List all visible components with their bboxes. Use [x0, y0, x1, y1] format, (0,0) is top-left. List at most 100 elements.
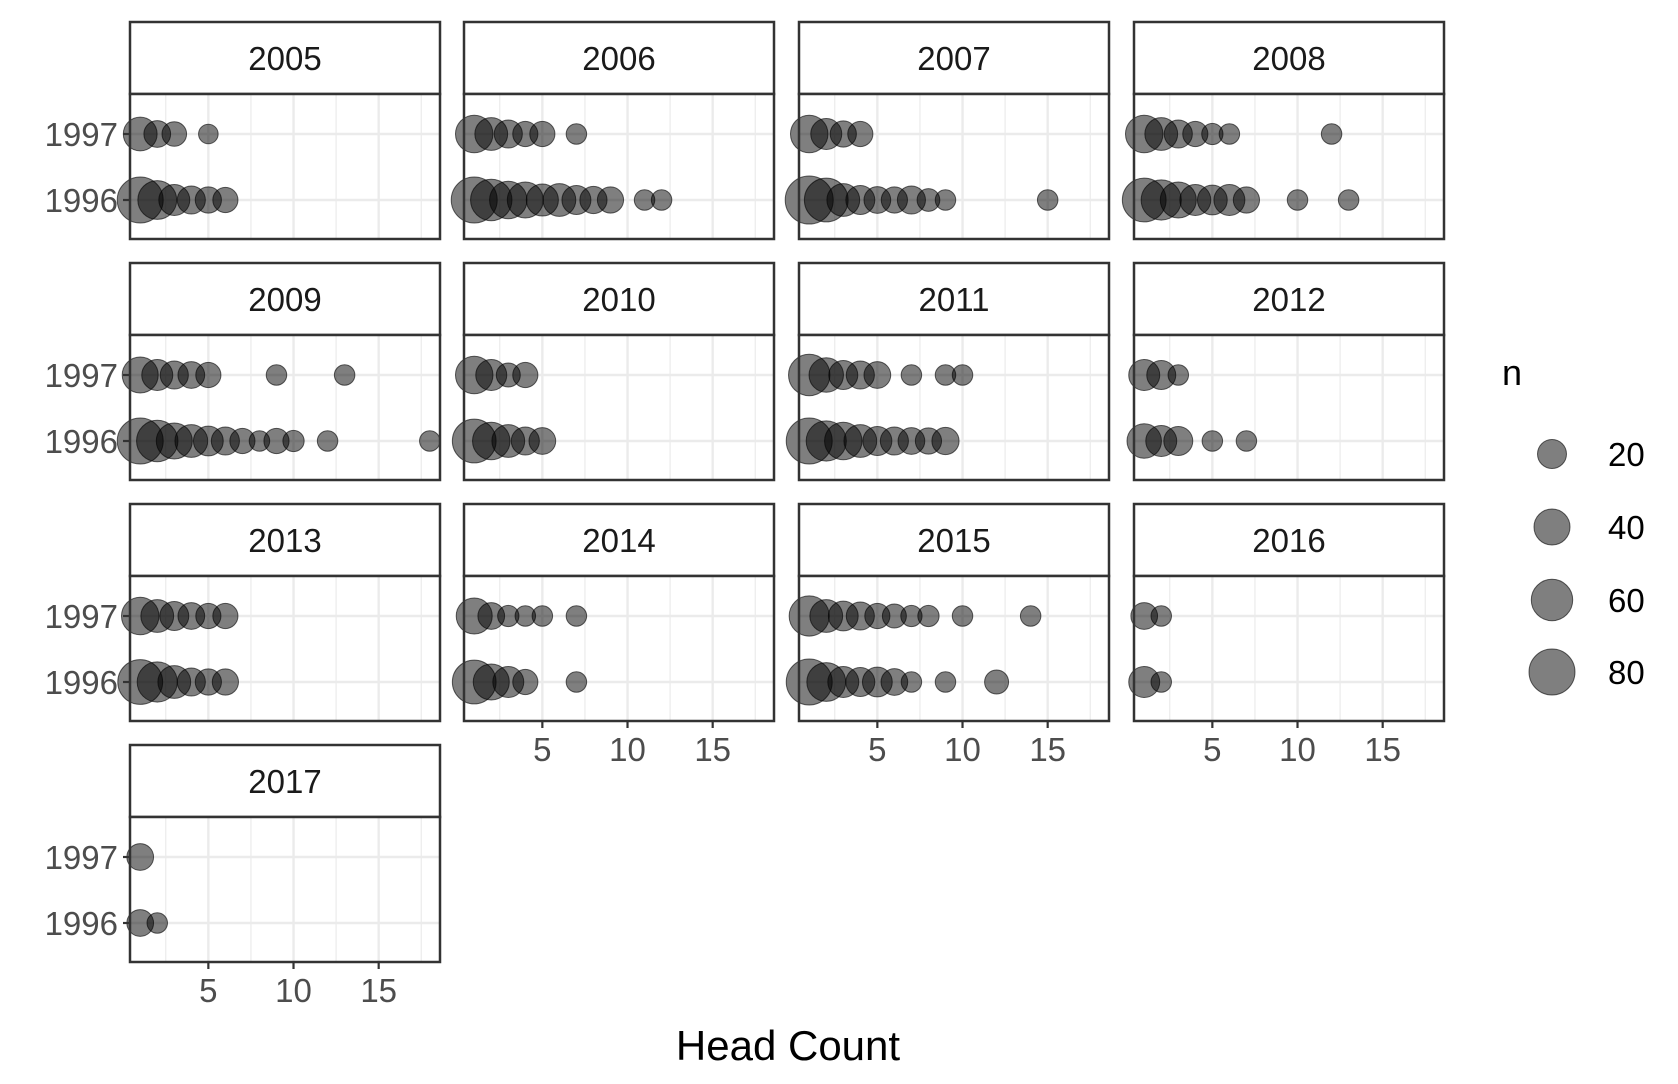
data-point: [211, 668, 239, 696]
facet-panels: 2005 1996 1997 2006 2007 2008 2009 1996 1997 2010…: [45, 20, 1446, 1009]
data-point: [161, 121, 188, 147]
facet-panel-2013: 2013 1996 1997: [45, 502, 442, 723]
data-point: [531, 605, 554, 627]
data-point: [565, 605, 588, 627]
facet-strip-label: 2006: [582, 40, 655, 77]
facet-strip: [1132, 261, 1446, 337]
panel-background: [130, 817, 440, 962]
facet-panel-2005: 2005 1996 1997: [45, 20, 442, 241]
x-tick-label: 15: [1364, 731, 1401, 768]
facet-panel-2014: 2014 5 10 15: [451, 502, 776, 768]
data-point: [529, 120, 556, 148]
points: [116, 356, 441, 465]
facet-strip: [1132, 502, 1446, 578]
panel-background: [799, 94, 1109, 239]
facet-strip: [128, 502, 442, 578]
data-point: [1150, 605, 1172, 627]
facet-strip: [797, 502, 1111, 578]
data-point: [265, 364, 288, 386]
facet-strip: [128, 261, 442, 337]
y-tick-label: 1996: [45, 182, 118, 219]
facet-strip: [462, 20, 776, 96]
legend-key-circle: [1528, 648, 1576, 696]
data-point: [847, 120, 874, 148]
panel-grid: [1134, 576, 1444, 721]
x-tick-label: 15: [360, 972, 397, 1009]
data-point: [934, 189, 957, 211]
data-point: [316, 430, 339, 452]
panel-border: [462, 92, 776, 241]
data-point: [198, 123, 219, 145]
data-point: [1320, 123, 1343, 145]
data-point: [931, 426, 960, 456]
panel-background: [1134, 335, 1444, 480]
data-point: [282, 429, 305, 453]
legend-title: n: [1502, 352, 1522, 393]
y-tick-label: 1996: [45, 423, 118, 460]
data-point: [1167, 364, 1190, 386]
facet-strip-label: 2015: [917, 522, 990, 559]
panel-grid: [130, 817, 440, 962]
data-point: [650, 189, 673, 211]
data-point: [1232, 186, 1261, 214]
y-tick-label: 1996: [45, 664, 118, 701]
facet-panel-2010: 2010: [451, 261, 776, 482]
panel-background: [1134, 576, 1444, 721]
facet-panel-2012: 2012: [1126, 261, 1446, 482]
facet-strip-label: 2005: [248, 40, 321, 77]
facet-strip-label: 2017: [248, 763, 321, 800]
data-point: [917, 604, 940, 628]
facet-strip-label: 2014: [582, 522, 655, 559]
panel-background: [464, 335, 774, 480]
facet-strip-label: 2011: [919, 281, 990, 318]
data-point: [212, 602, 239, 630]
y-tick-label: 1997: [45, 116, 118, 153]
data-point: [1163, 426, 1194, 456]
x-tick-label: 5: [868, 731, 886, 768]
facet-strip: [797, 261, 1111, 337]
data-point: [212, 186, 239, 214]
panel-background: [130, 94, 440, 239]
x-tick-label: 5: [1203, 731, 1221, 768]
panel-border: [797, 92, 1111, 241]
y-tick-label: 1996: [45, 905, 118, 942]
y-tick-label: 1997: [45, 357, 118, 394]
facet-strip: [462, 261, 776, 337]
data-point: [900, 364, 923, 386]
data-point: [951, 364, 974, 386]
data-point: [1337, 189, 1360, 211]
panel-border: [128, 815, 442, 964]
legend-key-circle: [1537, 439, 1567, 469]
facet-panel-2006: 2006: [450, 20, 776, 241]
x-tick-label: 10: [609, 731, 646, 768]
y-tick-label: 1997: [45, 598, 118, 635]
x-tick-label: 15: [1029, 731, 1066, 768]
points: [126, 843, 168, 937]
data-point: [934, 671, 957, 693]
facet-strip: [128, 743, 442, 819]
facet-panel-2009: 2009 1996 1997: [45, 261, 442, 482]
facet-strip-label: 2009: [248, 281, 321, 318]
data-point: [900, 671, 923, 693]
x-tick-label: 10: [944, 731, 981, 768]
data-point: [195, 361, 222, 389]
data-point: [863, 361, 892, 389]
data-point: [1036, 189, 1059, 211]
points: [1128, 602, 1172, 698]
legend-label: 60: [1608, 582, 1645, 619]
data-point: [419, 430, 441, 452]
facet-panel-2007: 2007: [784, 20, 1111, 241]
panel-background: [799, 576, 1109, 721]
legend-key-circle: [1533, 508, 1571, 546]
x-tick-label: 5: [533, 731, 551, 768]
data-point: [1201, 430, 1224, 452]
panel-border: [1132, 574, 1446, 723]
data-point: [146, 912, 168, 934]
panel-background: [464, 576, 774, 721]
facet-strip: [128, 20, 442, 96]
legend-label: 40: [1608, 509, 1645, 546]
panel-border: [797, 333, 1111, 482]
points: [451, 355, 557, 464]
panel-border: [128, 333, 442, 482]
